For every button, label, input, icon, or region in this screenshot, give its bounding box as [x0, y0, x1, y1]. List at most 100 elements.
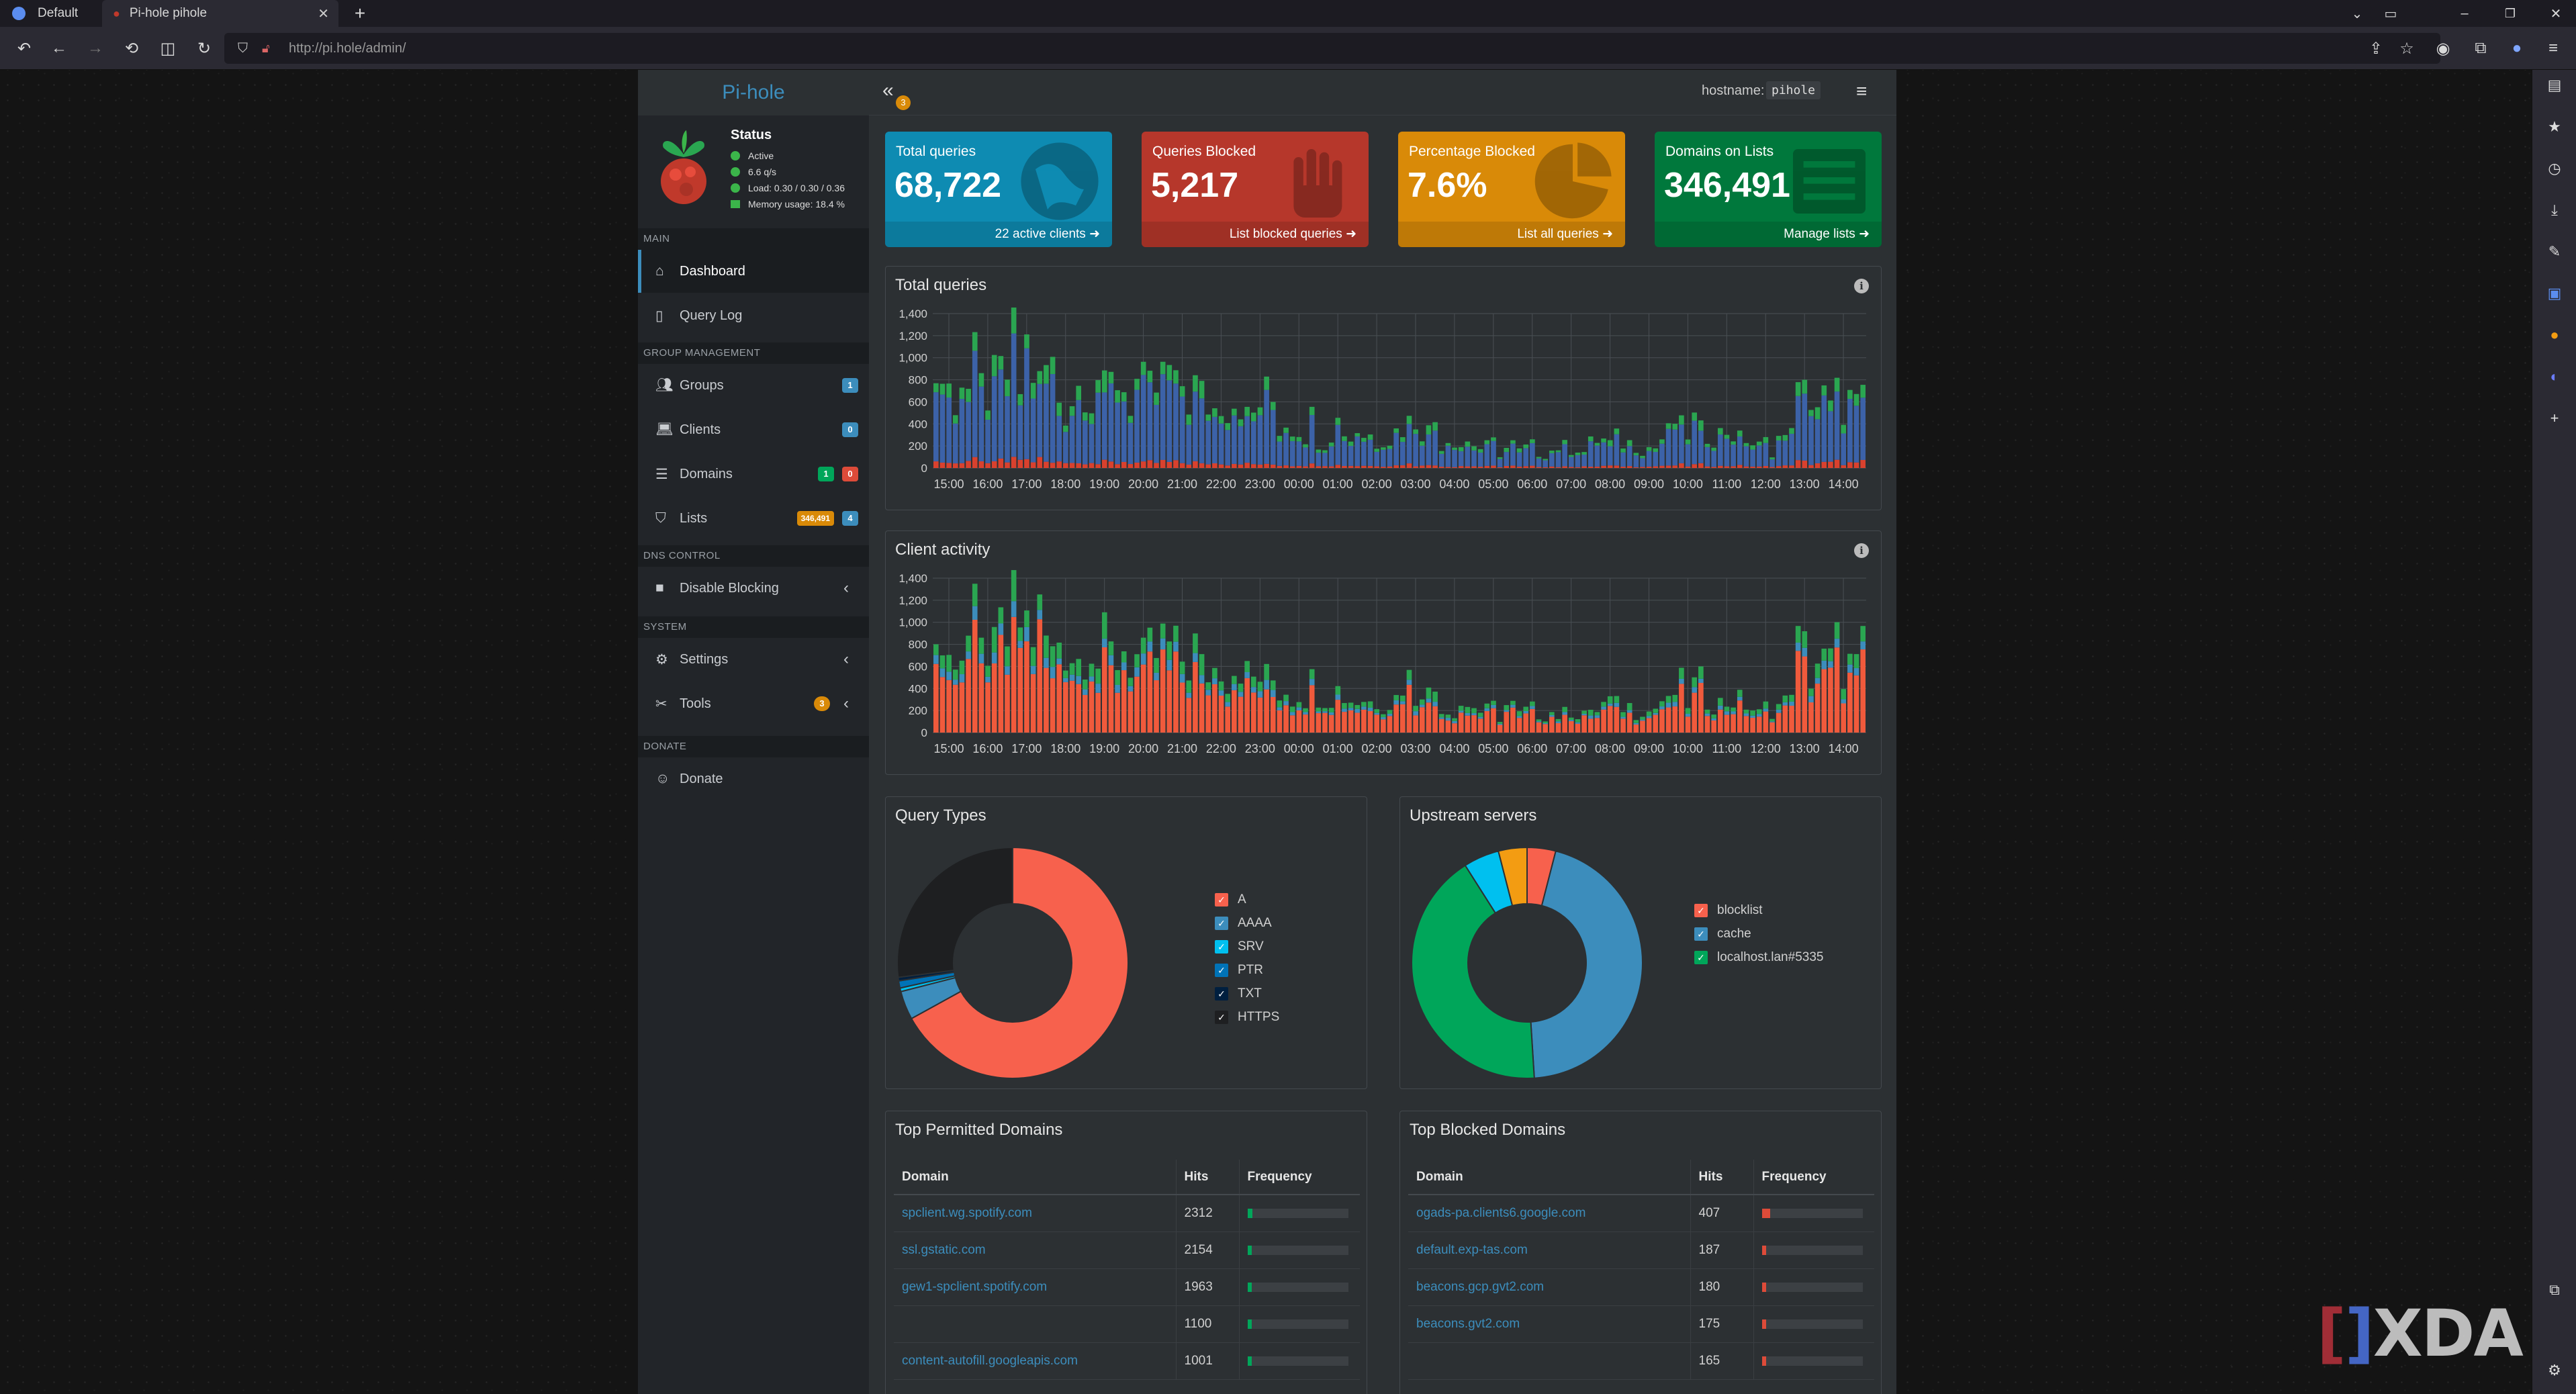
bar-segment[interactable]	[1179, 682, 1185, 733]
bar-segment[interactable]	[1218, 681, 1224, 691]
bar-segment[interactable]	[1504, 447, 1510, 453]
bar-segment[interactable]	[1432, 702, 1438, 706]
bar-segment[interactable]	[1756, 716, 1762, 733]
bar-segment[interactable]	[1821, 660, 1827, 669]
bar-segment[interactable]	[1543, 724, 1549, 733]
bar-segment[interactable]	[1212, 678, 1217, 684]
bar-segment[interactable]	[1076, 385, 1082, 400]
legend-checkbox-icon[interactable]: ✓	[1215, 964, 1228, 977]
bar-segment[interactable]	[1594, 445, 1600, 467]
bar-segment[interactable]	[1814, 678, 1821, 684]
bar-segment[interactable]	[1523, 713, 1529, 733]
bar-segment[interactable]	[1083, 420, 1088, 465]
bar-segment[interactable]	[1296, 465, 1302, 468]
sidebar-item-domains[interactable]: ☰ Domains 1 0	[638, 453, 869, 496]
bar-segment[interactable]	[1212, 416, 1217, 463]
bar-segment[interactable]	[946, 680, 952, 733]
bar-segment[interactable]	[1581, 713, 1587, 716]
stat-footer-link[interactable]: List all queries ➜	[1398, 222, 1625, 247]
bar-segment[interactable]	[1860, 459, 1866, 468]
bar-segment[interactable]	[978, 653, 984, 663]
bar-segment[interactable]	[1140, 653, 1146, 665]
bar-segment[interactable]	[1225, 702, 1231, 707]
bar-segment[interactable]	[952, 423, 958, 464]
bar-segment[interactable]	[1789, 701, 1794, 706]
bar-segment[interactable]	[1834, 622, 1840, 639]
bar-segment[interactable]	[1140, 637, 1146, 654]
bar-segment[interactable]	[1763, 708, 1769, 712]
bar-segment[interactable]	[1296, 702, 1302, 708]
bar-segment[interactable]	[1173, 370, 1179, 384]
bar-segment[interactable]	[1562, 714, 1567, 733]
bar-segment[interactable]	[1387, 716, 1393, 733]
bar-segment[interactable]	[1205, 464, 1211, 468]
bar-segment[interactable]	[1335, 465, 1341, 468]
bar-segment[interactable]	[1063, 678, 1068, 682]
bar-segment[interactable]	[1160, 361, 1166, 375]
bar-segment[interactable]	[1264, 680, 1269, 690]
reload-icon[interactable]: ↻	[197, 39, 212, 58]
bar-segment[interactable]	[1186, 698, 1192, 733]
bar-segment[interactable]	[1037, 610, 1043, 620]
bar-segment[interactable]	[1426, 434, 1432, 465]
bar-segment[interactable]	[1283, 432, 1289, 466]
bar-segment[interactable]	[1769, 459, 1775, 467]
domain-link[interactable]: content-autofill.googleapis.com	[894, 1342, 1177, 1380]
bar-segment[interactable]	[1510, 704, 1516, 708]
bar-segment[interactable]	[1017, 641, 1023, 648]
bar-segment[interactable]	[1283, 694, 1289, 702]
bar-segment[interactable]	[1692, 687, 1698, 693]
bar-segment[interactable]	[1445, 721, 1451, 733]
bar-segment[interactable]	[1672, 702, 1678, 707]
bar-segment[interactable]	[933, 655, 939, 664]
bar-segment[interactable]	[1828, 648, 1833, 661]
bar-segment[interactable]	[939, 462, 946, 468]
bar-segment[interactable]	[1193, 461, 1198, 468]
bar-segment[interactable]	[1679, 667, 1684, 679]
bar-segment[interactable]	[1030, 383, 1036, 399]
bar-segment[interactable]	[1121, 392, 1127, 402]
bar-segment[interactable]	[1601, 438, 1606, 443]
bar-segment[interactable]	[1782, 702, 1788, 706]
bar-segment[interactable]	[1549, 453, 1555, 467]
bar-segment[interactable]	[1575, 723, 1581, 733]
bar-segment[interactable]	[1860, 385, 1866, 398]
bar-segment[interactable]	[1044, 667, 1049, 733]
bar-segment[interactable]	[1633, 723, 1639, 725]
bar-segment[interactable]	[1089, 663, 1095, 677]
bar-segment[interactable]	[1063, 670, 1068, 678]
bar-segment[interactable]	[1465, 712, 1471, 716]
bar-segment[interactable]	[1056, 643, 1062, 659]
bar-segment[interactable]	[1426, 698, 1432, 703]
window-icon[interactable]: ⧉	[2549, 1281, 2560, 1298]
bar-segment[interactable]	[1685, 439, 1691, 445]
bar-segment[interactable]	[1128, 422, 1134, 465]
bar-segment[interactable]	[991, 355, 997, 377]
bar-segment[interactable]	[1834, 391, 1840, 460]
bar-segment[interactable]	[1101, 370, 1107, 393]
bar-segment[interactable]	[1115, 390, 1120, 403]
bar-segment[interactable]	[1250, 692, 1256, 733]
bar-segment[interactable]	[1186, 424, 1192, 465]
bar-segment[interactable]	[1536, 467, 1542, 468]
bar-segment[interactable]	[1387, 710, 1393, 714]
bar-segment[interactable]	[966, 402, 971, 461]
bar-segment[interactable]	[1225, 423, 1231, 430]
bar-segment[interactable]	[985, 463, 991, 468]
bar-segment[interactable]	[1212, 463, 1217, 468]
bar-segment[interactable]	[1354, 466, 1361, 468]
bar-segment[interactable]	[1769, 457, 1775, 460]
bar-segment[interactable]	[1225, 694, 1231, 702]
bar-segment[interactable]	[1555, 718, 1561, 722]
bar-segment[interactable]	[1795, 651, 1801, 733]
bar-segment[interactable]	[1432, 430, 1438, 466]
bar-segment[interactable]	[1523, 448, 1529, 467]
bar-segment[interactable]	[1232, 676, 1237, 684]
bar-segment[interactable]	[1588, 436, 1594, 442]
bar-segment[interactable]	[1711, 714, 1716, 718]
bar-segment[interactable]	[1458, 451, 1464, 467]
bar-segment[interactable]	[933, 644, 939, 655]
bar-segment[interactable]	[1769, 721, 1775, 723]
bar-segment[interactable]	[1626, 712, 1632, 733]
bar-segment[interactable]	[1516, 466, 1522, 468]
